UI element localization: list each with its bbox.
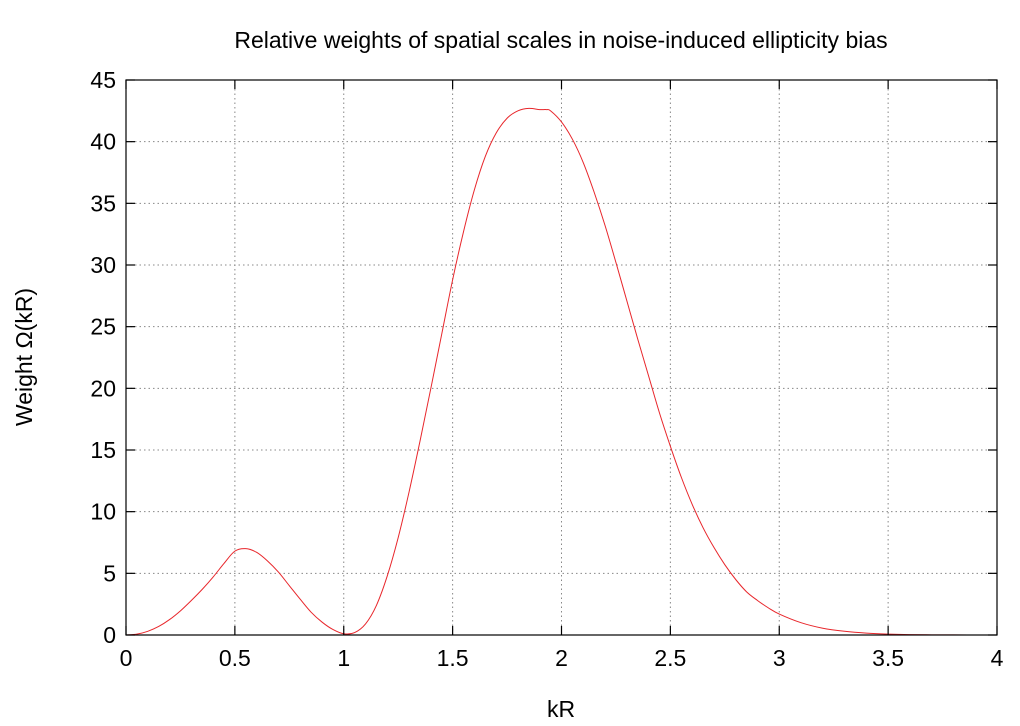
x-tick-label: 2 xyxy=(555,645,568,671)
x-tick-label: 0 xyxy=(120,645,133,671)
ticks xyxy=(125,79,998,636)
x-tick-labels: 0 0.5 1 1.5 2 2.5 3 3.5 4 xyxy=(120,645,1004,671)
y-tick-label: 10 xyxy=(90,499,116,525)
x-tick-label: 1.5 xyxy=(437,645,469,671)
y-axis-label: Weight Ω(kR) xyxy=(11,288,37,426)
y-tick-label: 40 xyxy=(90,129,116,155)
series-layer xyxy=(125,107,998,636)
y-tick-label: 35 xyxy=(90,190,116,216)
x-tick-label: 3 xyxy=(773,645,786,671)
plot-frame xyxy=(125,79,998,636)
y-tick-label: 20 xyxy=(90,375,116,401)
x-tick-label: 2.5 xyxy=(654,645,686,671)
x-tick-label: 0.5 xyxy=(219,645,251,671)
y-tick-label: 15 xyxy=(90,437,116,463)
y-tick-label: 5 xyxy=(103,560,116,586)
y-tick-label: 0 xyxy=(103,622,116,648)
x-tick-label: 3.5 xyxy=(872,645,904,671)
x-tick-label: 1 xyxy=(337,645,350,671)
x-axis-label: kR xyxy=(547,696,575,722)
y-tick-labels: 0 5 10 15 20 25 30 35 40 45 xyxy=(90,67,116,648)
y-tick-label: 45 xyxy=(90,67,116,93)
chart-title: Relative weights of spatial scales in no… xyxy=(234,27,887,53)
x-tick-label: 4 xyxy=(991,645,1004,671)
y-tick-label: 25 xyxy=(90,314,116,340)
series-line xyxy=(125,107,998,636)
y-tick-label: 30 xyxy=(90,252,116,278)
grid xyxy=(126,80,997,635)
